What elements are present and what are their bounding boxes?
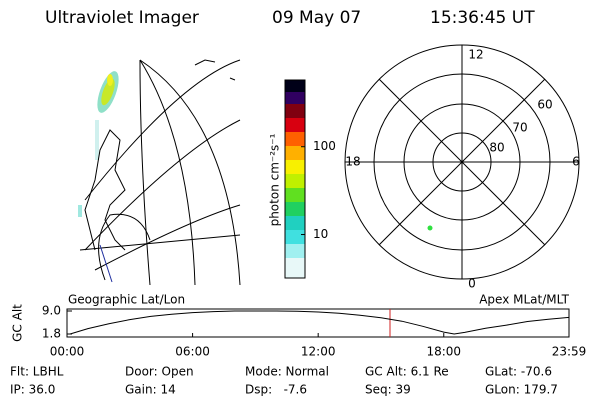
x-tick-label: 06:00: [175, 345, 210, 359]
x-tick-label: 18:00: [426, 345, 461, 359]
status-field: Flt: LBHL: [10, 365, 64, 379]
ring-label: 60: [537, 98, 552, 112]
mlt-label: 0: [468, 277, 476, 291]
status-field: Mode: Normal: [245, 365, 329, 379]
status-field: Gain: 14: [125, 383, 176, 397]
colorbar-tick-label: 10: [313, 227, 328, 241]
status-field: IP: 36.0: [10, 383, 55, 397]
mlt-label: 6: [572, 155, 580, 169]
mlt-label: 18: [345, 155, 360, 169]
colorbar-label: photon cm⁻²s⁻¹: [268, 133, 282, 226]
y-tick-label: 9.0: [42, 304, 61, 318]
status-field: Door: Open: [125, 365, 194, 379]
timeline-frame: [66, 308, 570, 338]
map-label: Geographic Lat/Lon: [68, 293, 185, 307]
x-tick-label: 23:59: [552, 345, 587, 359]
date: 09 May 07: [272, 8, 361, 28]
colorbar-tick-label: 100: [313, 139, 336, 153]
y-tick-label: 1.8: [42, 327, 61, 341]
y-axis-label: GC Alt: [11, 304, 25, 342]
status-field: GLon: 179.7: [485, 383, 558, 397]
title: Ultraviolet Imager: [45, 8, 199, 28]
map: [78, 59, 241, 286]
x-tick-label: 12:00: [301, 345, 336, 359]
x-tick-label: 00:00: [50, 345, 85, 359]
ring-label: 70: [512, 121, 527, 135]
polar-grid: [344, 44, 580, 280]
status-field: GLat: -70.6: [485, 365, 552, 379]
status-field: Seq: 39: [365, 383, 411, 397]
mlt-label: 12: [468, 48, 483, 62]
status-field: Dsp: -7.6: [245, 383, 307, 397]
colorbar: [284, 79, 306, 279]
polar-label: Apex MLat/MLT: [479, 293, 569, 307]
line: [69, 310, 570, 335]
time: 15:36:45 UT: [430, 8, 535, 28]
status-field: GC Alt: 6.1 Re: [365, 365, 449, 379]
ring-label: 80: [489, 141, 504, 155]
